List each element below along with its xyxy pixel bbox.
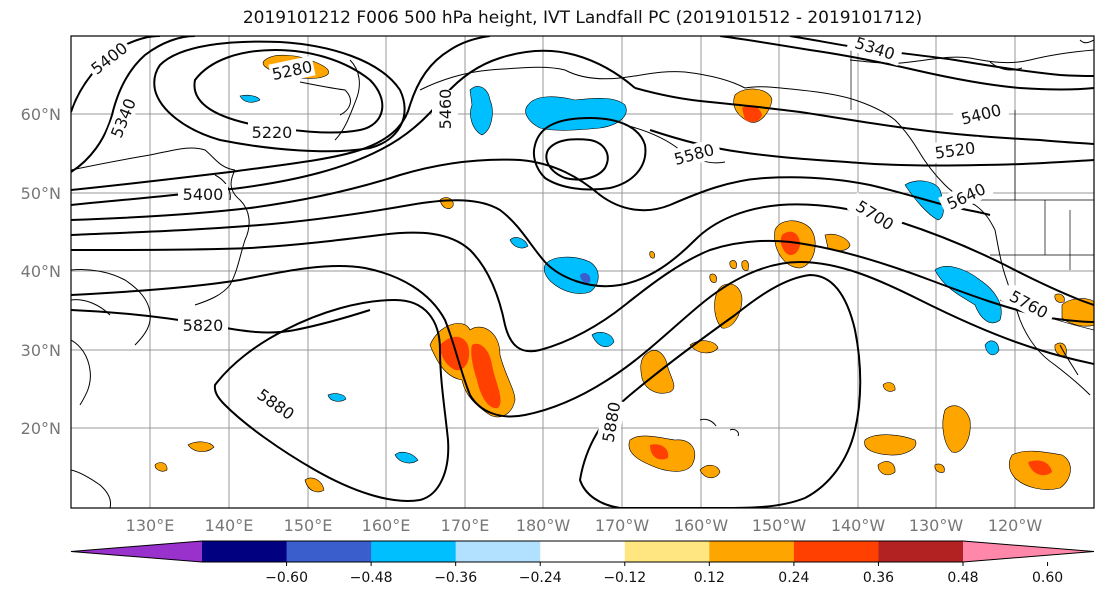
colorbar-segment	[709, 541, 795, 562]
contour-label: 5220	[252, 123, 293, 142]
colorbar-tick-label: −0.24	[519, 570, 562, 586]
map-border	[70, 35, 1095, 509]
lon-label: 160°W	[674, 516, 729, 535]
colorbar-tick-label: −0.60	[265, 570, 308, 586]
colorbar: −0.60 −0.48 −0.36 −0.24 −0.12 0.12 0.24 0.36 0.4…	[70, 540, 1095, 586]
colorbar-segment	[624, 541, 710, 562]
lat-label: 30°N	[21, 341, 61, 360]
colorbar-segment	[202, 541, 288, 562]
lon-label: 150°W	[752, 516, 807, 535]
lon-label: 140°E	[205, 516, 254, 535]
colorbar-tick-label: 0.36	[863, 570, 894, 586]
colorbar-tick-label: 0.48	[947, 570, 978, 586]
map-title: 2019101212 F006 500 hPa height, IVT Land…	[242, 8, 923, 28]
lon-label: 170°E	[441, 516, 490, 535]
colorbar-segment	[371, 541, 457, 562]
lon-label: 160°E	[362, 516, 411, 535]
colorbar-tick-label: −0.36	[434, 570, 477, 586]
lon-label: 120°W	[988, 516, 1043, 535]
colorbar-extend-max	[963, 541, 1094, 562]
colorbar-segment	[793, 541, 879, 562]
colorbar-outline	[70, 540, 1095, 563]
contour-label: 5460	[436, 89, 455, 130]
lat-label: 60°N	[21, 105, 61, 124]
longitude-labels: 130°E 140°E 150°E 160°E 170°E 180°W 170°…	[126, 516, 1043, 535]
colorbar-segment	[455, 541, 541, 562]
lat-label: 20°N	[21, 419, 61, 438]
colorbar-extend-min	[71, 541, 202, 562]
latitude-labels: 60°N 50°N 40°N 30°N 20°N	[21, 105, 61, 438]
lat-label: 40°N	[21, 262, 61, 281]
lon-label: 170°W	[595, 516, 650, 535]
colorbar-tick-label: −0.48	[350, 570, 393, 586]
colorbar-segment	[878, 541, 964, 562]
colorbar-tick-label: −0.12	[603, 570, 646, 586]
colorbar-segment	[540, 541, 626, 562]
lon-label: 150°E	[284, 516, 333, 535]
lat-label: 50°N	[21, 184, 61, 203]
colorbar-tick-label: 0.12	[694, 570, 725, 586]
colorbar-tick-label: 0.60	[1032, 570, 1063, 586]
lon-label: 140°W	[831, 516, 886, 535]
contour-label: 5820	[183, 316, 224, 335]
contour-label-masks	[84, 36, 1058, 446]
lon-label: 130°E	[126, 516, 175, 535]
colorbar-tick-label: 0.24	[778, 570, 809, 586]
colorbar-segment	[286, 541, 372, 562]
lon-label: 130°W	[909, 516, 964, 535]
lon-label: 180°W	[516, 516, 571, 535]
contour-label: 5400	[183, 185, 224, 204]
